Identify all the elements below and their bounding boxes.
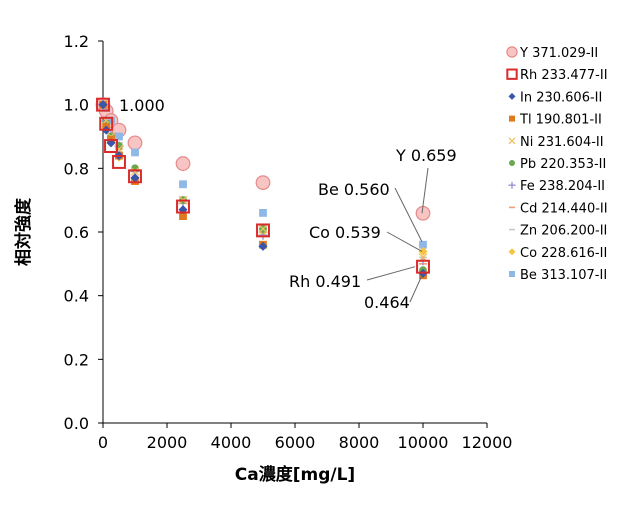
legend-marker	[509, 115, 515, 122]
legend-entry: Rh 233.477-II	[506, 68, 608, 83]
legend-label: Zn 206.200-II	[520, 224, 607, 239]
data-point	[131, 148, 139, 157]
legend-label: Co 228.616-II	[520, 246, 607, 261]
legend-entry: Pb 220.353-II	[509, 157, 606, 172]
data-point	[112, 155, 126, 169]
data-point	[259, 209, 267, 217]
legend-marker	[508, 92, 516, 100]
x-axis-label: Ca濃度[mg/L]	[235, 464, 355, 485]
annotations: 1.000 Y 0.659 Be 0.560 Co 0.539 Rh 0.4910.46…	[119, 96, 457, 312]
x-tick-label: 4000	[211, 433, 252, 452]
annotation-leader	[386, 231, 423, 252]
annotation-label: Y 0.659	[395, 146, 457, 165]
legend-entry: Y 371.029-II	[506, 46, 598, 61]
data-point	[98, 100, 108, 110]
data-point	[104, 139, 118, 154]
y-tick-label: 0.2	[64, 350, 89, 369]
data-point	[419, 240, 427, 249]
data-point	[179, 180, 187, 189]
series-rh	[96, 97, 430, 274]
legend-label: Y 371.029-II	[519, 46, 598, 61]
data-point	[128, 169, 142, 184]
annotation-label: 1.000	[119, 96, 165, 115]
data-point	[256, 223, 270, 238]
legend-label: Fe 238.204-II	[520, 179, 605, 194]
x-tick-label: 0	[98, 433, 108, 452]
annotation-leader	[421, 167, 429, 214]
legend-marker	[508, 137, 516, 145]
legend-marker	[509, 160, 515, 166]
legend-label: Pb 220.353-II	[520, 157, 606, 172]
x-tick-label: 12000	[462, 433, 513, 452]
data-point	[255, 175, 271, 191]
data-point	[127, 135, 143, 151]
y-tick-label: 0.4	[64, 287, 89, 306]
x-tick-label: 10000	[398, 433, 449, 452]
data-point	[130, 173, 140, 183]
annotation-label: Co 0.539	[309, 223, 381, 242]
y-axis-ticks: 0.0 0.2 0.4 0.6 0.8 1.0 1.2	[64, 32, 103, 433]
x-tick-label: 2000	[147, 433, 188, 452]
x-tick-label: 6000	[275, 433, 316, 452]
data-point	[175, 156, 191, 171]
y-tick-label: 1.2	[64, 32, 89, 51]
legend-entry: Zn 206.200-II	[509, 224, 607, 239]
legend-entry: Ni 231.604-II	[508, 135, 604, 150]
annotation-leader	[366, 266, 416, 281]
legend: Y 371.029-II Rh 233.477-II In 230.606-II Tl…	[506, 46, 608, 283]
data-point	[107, 116, 115, 125]
data-point	[115, 132, 123, 141]
legend-label: In 230.606-II	[520, 90, 602, 105]
legend-marker	[506, 46, 518, 58]
legend-label: Cd 214.440-II	[520, 201, 608, 216]
data-point	[179, 212, 187, 220]
annotation-leader	[409, 275, 423, 303]
data-point	[416, 259, 430, 274]
legend-marker	[508, 181, 516, 189]
legend-marker	[506, 68, 518, 80]
data-point	[258, 224, 268, 234]
legend-entry: Be 313.107-II	[509, 268, 607, 283]
x-axis-ticks: 0 2000 4000 6000 8000 10000 12000	[98, 423, 513, 452]
y-tick-label: 0.6	[64, 223, 89, 242]
legend-entry: In 230.606-II	[508, 90, 602, 105]
legend-marker	[509, 271, 515, 277]
x-tick-label: 8000	[339, 433, 380, 452]
annotation-label: Be 0.560	[318, 180, 390, 199]
data-point	[130, 167, 140, 176]
legend-label: Ni 231.604-II	[520, 135, 604, 150]
data-point	[96, 97, 110, 112]
data-point	[99, 116, 114, 131]
y-tick-label: 0.8	[64, 159, 89, 178]
data-points	[95, 97, 431, 280]
data-point	[176, 199, 190, 214]
legend-entry: Co 228.616-II	[508, 246, 607, 261]
legend-entry: Tl 190.801-II	[509, 113, 602, 128]
annotation-label: 0.464	[364, 293, 410, 312]
y-tick-label: 0.0	[64, 414, 89, 433]
annotation-leader	[394, 187, 423, 242]
legend-label: Tl 190.801-II	[519, 113, 602, 128]
annotation-label: Rh 0.491	[289, 272, 361, 291]
series-y	[95, 97, 431, 221]
data-point	[258, 241, 268, 251]
legend-label: Be 313.107-II	[520, 268, 607, 283]
y-tick-label: 1.0	[64, 96, 89, 115]
legend-label: Rh 233.477-II	[520, 68, 608, 83]
legend-entry: Cd 214.440-II	[509, 201, 608, 216]
y-axis-label: 相対強度	[13, 197, 34, 266]
data-point	[418, 246, 428, 256]
legend-marker	[508, 248, 516, 256]
legend-entry: Fe 238.204-II	[508, 179, 605, 194]
